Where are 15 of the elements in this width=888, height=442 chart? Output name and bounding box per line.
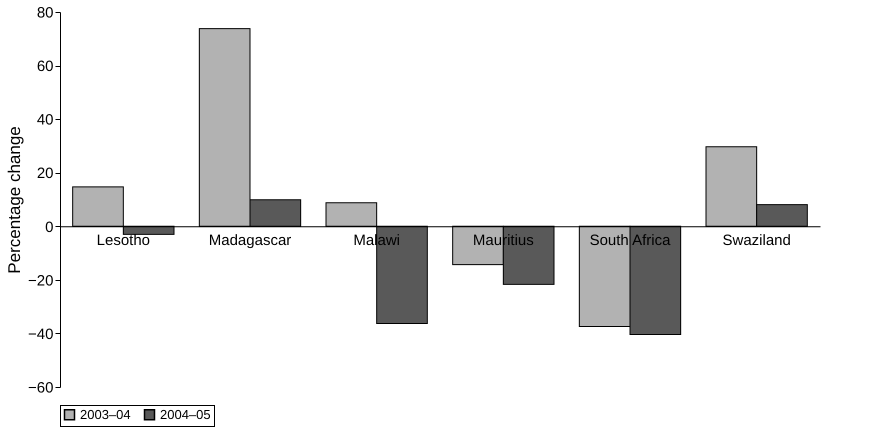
- x-tick-label: South Africa: [590, 232, 672, 249]
- y-tick-label: 40: [36, 112, 54, 129]
- y-axis-title: Percentage change: [5, 126, 24, 274]
- y-tick-label: 0: [45, 218, 54, 236]
- x-tick-label: Swaziland: [722, 232, 791, 249]
- y-tick-label: −20: [28, 272, 54, 290]
- y-tick-label: −40: [28, 326, 54, 343]
- y-tick-label: 80: [36, 4, 54, 22]
- y-tick-label: 60: [36, 58, 54, 76]
- y-tick-label: 20: [36, 165, 54, 182]
- x-tick-label: Madagascar: [208, 232, 292, 249]
- y-tick-label: −60: [28, 380, 54, 396]
- x-tick-label: Lesotho: [96, 232, 150, 249]
- legend-label: 2004–05: [160, 406, 211, 422]
- legend-label: 2003–04: [80, 406, 131, 422]
